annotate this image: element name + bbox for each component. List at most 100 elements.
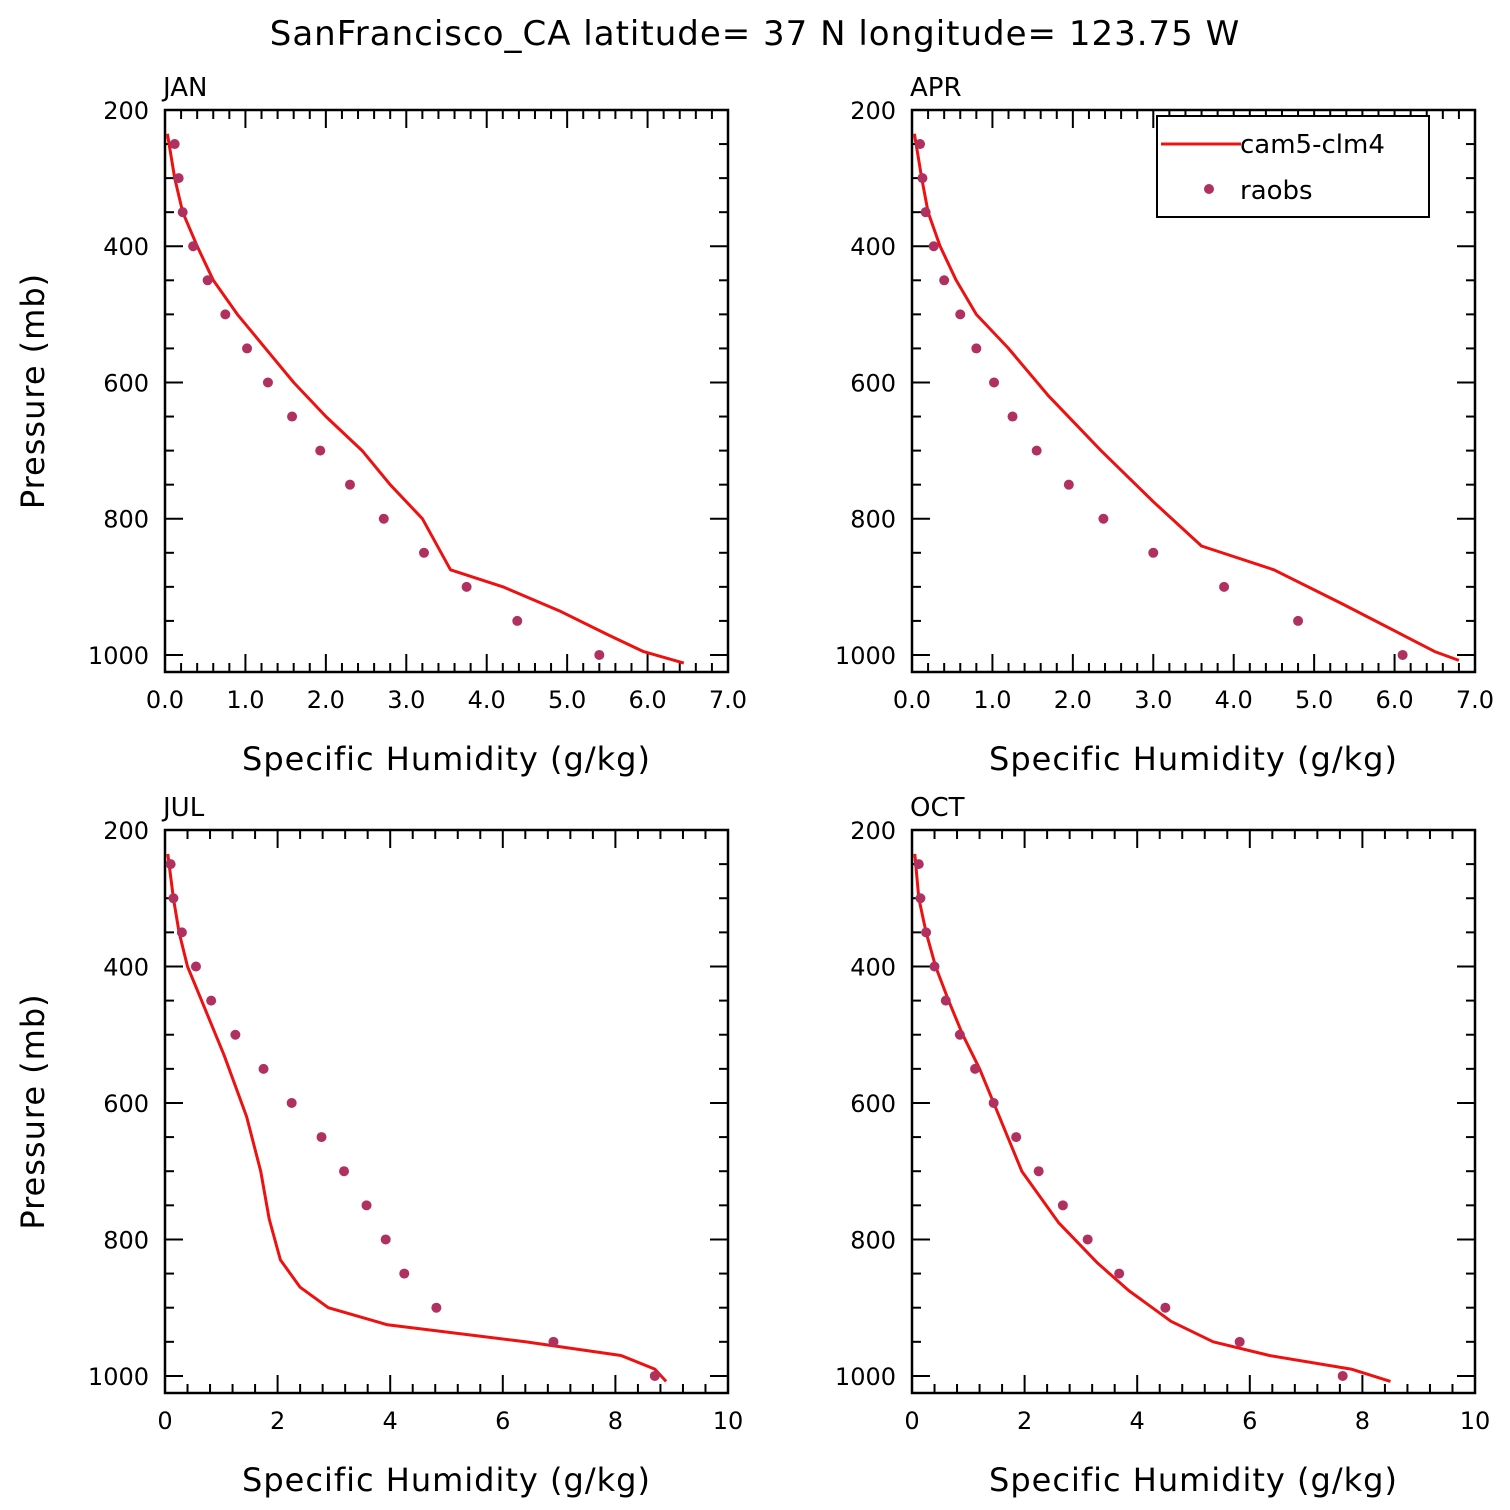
raobs-point <box>177 207 188 218</box>
raobs-point <box>988 1097 999 1108</box>
x-tick-label: 10 <box>1460 1407 1491 1435</box>
raobs-point <box>1219 581 1230 592</box>
y-tick-label: 400 <box>103 953 149 981</box>
x-tick-label: 6 <box>1242 1407 1257 1435</box>
x-axis-label: Specific Humidity (g/kg) <box>242 740 651 778</box>
x-tick-label: 4.0 <box>1215 686 1253 714</box>
y-axis-label: Pressure (mb) <box>14 273 52 509</box>
raobs-point <box>1160 1302 1171 1313</box>
raobs-point <box>202 275 213 286</box>
raobs-point <box>512 615 523 626</box>
raobs-point <box>380 1234 391 1245</box>
raobs-point <box>970 1063 981 1074</box>
raobs-point <box>917 173 928 184</box>
x-axis-label: Specific Humidity (g/kg) <box>242 1461 651 1499</box>
raobs-point <box>169 139 180 150</box>
x-tick-label: 5.0 <box>1295 686 1333 714</box>
y-tick-label: 600 <box>850 1090 896 1118</box>
y-tick-label: 600 <box>103 1090 149 1118</box>
raobs-point <box>1337 1370 1348 1381</box>
raobs-point <box>955 309 966 320</box>
raobs-point <box>939 275 950 286</box>
raobs-point <box>262 377 273 388</box>
raobs-point <box>1057 1200 1068 1211</box>
plot-frame <box>910 108 1477 674</box>
raobs-point <box>1397 649 1408 660</box>
raobs-point <box>206 995 217 1006</box>
x-tick-label: 8 <box>1355 1407 1370 1435</box>
x-tick-label: 8 <box>608 1407 623 1435</box>
raobs-point <box>287 411 298 422</box>
y-axis-label: Pressure (mb) <box>14 993 52 1229</box>
x-tick-label: 5.0 <box>548 686 586 714</box>
raobs-point <box>1114 1268 1125 1279</box>
raobs-point <box>190 961 201 972</box>
model-line-oct <box>913 853 1391 1383</box>
raobs-point <box>1148 547 1159 558</box>
x-axis-label: Specific Humidity (g/kg) <box>989 1461 1398 1499</box>
x-tick-label: 1.0 <box>226 686 264 714</box>
y-tick-label: 800 <box>850 1226 896 1254</box>
x-tick-label: 0 <box>157 1407 172 1435</box>
raobs-point <box>188 241 199 252</box>
raobs-point <box>971 343 982 354</box>
raobs-point <box>928 241 939 252</box>
legend: cam5-clm4 raobs <box>1156 115 1430 218</box>
raobs-point <box>220 309 231 320</box>
raobs-point <box>1011 1132 1022 1143</box>
panel-month-label: OCT <box>910 793 965 823</box>
y-tick-label: 200 <box>103 817 149 845</box>
raobs-point <box>399 1268 410 1279</box>
panel-month-label: JAN <box>161 73 207 103</box>
y-tick-label: 200 <box>850 97 896 125</box>
y-tick-label: 800 <box>850 506 896 534</box>
y-tick-label: 400 <box>850 233 896 261</box>
raobs-point <box>173 173 184 184</box>
x-tick-label: 2 <box>270 1407 285 1435</box>
raobs-point <box>165 859 176 870</box>
x-tick-label: 2.0 <box>1054 686 1092 714</box>
panel-jul: JUL 0 2 4 6 8 10 200 400 600 800 1000 Specific Humid… <box>14 793 743 1499</box>
panel-month-label: APR <box>910 73 962 103</box>
raobs-point <box>168 893 179 904</box>
x-tick-label: 0.0 <box>893 686 931 714</box>
raobs-point <box>1007 411 1018 422</box>
x-axis-label: Specific Humidity (g/kg) <box>989 740 1398 778</box>
y-tick-label: 1000 <box>835 1363 896 1391</box>
raobs-point <box>1031 445 1042 456</box>
y-tick-label: 800 <box>103 1226 149 1254</box>
raobs-point <box>920 207 931 218</box>
y-tick-label: 200 <box>103 97 149 125</box>
raobs-point <box>594 649 605 660</box>
plot-frame <box>163 108 730 674</box>
plot-frame <box>910 828 1477 1395</box>
y-tick-label: 400 <box>103 233 149 261</box>
panel-oct: OCT 0 2 4 6 8 10 200 400 600 800 1000 Specific Humid… <box>835 793 1490 1499</box>
panel-jan: JAN 0.0 1.0 2.0 3.0 4.0 5.0 6.0 7.0 200 400 600 800 1… <box>14 73 747 778</box>
x-tick-label: 6 <box>495 1407 510 1435</box>
raobs-point <box>954 1029 965 1040</box>
legend-box <box>1156 115 1430 218</box>
raobs-point <box>316 1132 327 1143</box>
panel-month-label: JUL <box>161 793 205 823</box>
raobs-point <box>915 139 926 150</box>
raobs-point <box>431 1302 442 1313</box>
raobs-point <box>258 1063 269 1074</box>
x-tick-label: 3.0 <box>387 686 425 714</box>
model-line-jul <box>166 853 668 1383</box>
x-tick-label: 10 <box>713 1407 744 1435</box>
raobs-point <box>915 893 926 904</box>
raobs-point <box>548 1336 559 1347</box>
x-tick-label: 7.0 <box>1456 686 1494 714</box>
legend-obs-swatch <box>1204 184 1214 194</box>
raobs-point <box>1033 1166 1044 1177</box>
raobs-point <box>1082 1234 1093 1245</box>
raobs-point <box>929 961 940 972</box>
panel-apr: APR 0.0 1.0 2.0 3.0 4.0 5.0 6.0 7.0 200 400 600 800 1… <box>835 73 1494 778</box>
x-tick-label: 0 <box>904 1407 919 1435</box>
x-tick-label: 4 <box>1130 1407 1145 1435</box>
raobs-point <box>989 377 1000 388</box>
